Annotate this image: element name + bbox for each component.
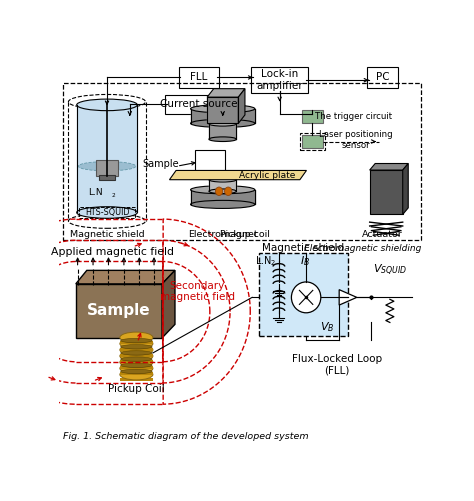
Text: Applied magnetic field: Applied magnetic field <box>51 247 174 257</box>
Text: Acrylic plate: Acrylic plate <box>238 170 295 179</box>
Text: Laser positioning
sensor: Laser positioning sensor <box>319 130 393 150</box>
FancyBboxPatch shape <box>120 360 153 363</box>
Polygon shape <box>76 284 162 338</box>
Ellipse shape <box>77 207 137 218</box>
Polygon shape <box>169 170 307 180</box>
Text: Pickup Coil: Pickup Coil <box>108 384 165 394</box>
Ellipse shape <box>120 351 153 361</box>
Text: Magnetic shield: Magnetic shield <box>70 230 144 239</box>
FancyBboxPatch shape <box>367 68 398 88</box>
Text: Sample: Sample <box>142 159 179 169</box>
Polygon shape <box>339 290 357 305</box>
Ellipse shape <box>225 187 232 195</box>
Ellipse shape <box>209 189 237 193</box>
Text: Fig. 1. Schematic diagram of the developed system: Fig. 1. Schematic diagram of the develop… <box>63 432 309 441</box>
Polygon shape <box>207 89 245 97</box>
Text: FLL: FLL <box>190 73 208 83</box>
FancyBboxPatch shape <box>120 366 153 369</box>
Text: L.N$_2$: L.N$_2$ <box>255 255 276 269</box>
Text: Electromagnet: Electromagnet <box>188 230 257 239</box>
Text: $I_B$: $I_B$ <box>300 255 310 269</box>
Text: The trigger circuit: The trigger circuit <box>315 112 392 121</box>
Ellipse shape <box>191 200 255 208</box>
Text: Sample: Sample <box>87 304 151 318</box>
FancyBboxPatch shape <box>301 135 323 148</box>
Ellipse shape <box>121 369 152 374</box>
Text: Current source: Current source <box>160 100 237 110</box>
Text: PC: PC <box>376 73 389 83</box>
Ellipse shape <box>120 363 153 374</box>
Ellipse shape <box>209 177 237 182</box>
FancyBboxPatch shape <box>370 170 403 214</box>
FancyBboxPatch shape <box>120 372 153 375</box>
FancyBboxPatch shape <box>301 110 323 123</box>
FancyBboxPatch shape <box>96 160 118 176</box>
Ellipse shape <box>120 344 153 355</box>
Ellipse shape <box>292 282 321 313</box>
FancyBboxPatch shape <box>195 150 225 173</box>
Ellipse shape <box>191 119 255 127</box>
FancyBboxPatch shape <box>251 68 308 93</box>
FancyBboxPatch shape <box>120 354 153 357</box>
Ellipse shape <box>120 357 153 368</box>
FancyBboxPatch shape <box>99 175 115 180</box>
Ellipse shape <box>209 137 237 141</box>
Text: Lock-in
amplifier: Lock-in amplifier <box>256 69 303 91</box>
Text: Actuator: Actuator <box>362 230 403 239</box>
Ellipse shape <box>121 351 152 355</box>
FancyBboxPatch shape <box>259 253 347 336</box>
Text: $_2$: $_2$ <box>110 191 116 199</box>
Ellipse shape <box>120 369 153 380</box>
Polygon shape <box>76 271 175 284</box>
Ellipse shape <box>215 187 223 195</box>
FancyBboxPatch shape <box>120 378 153 381</box>
Polygon shape <box>370 163 408 170</box>
Ellipse shape <box>121 338 152 343</box>
Text: Secondary
magnetic field: Secondary magnetic field <box>160 281 235 303</box>
Ellipse shape <box>191 105 255 113</box>
FancyBboxPatch shape <box>179 68 219 88</box>
Polygon shape <box>162 271 175 338</box>
Text: L.N: L.N <box>88 188 102 197</box>
FancyBboxPatch shape <box>120 348 153 351</box>
Text: Magnetic shield: Magnetic shield <box>263 242 345 253</box>
Ellipse shape <box>78 162 136 171</box>
Ellipse shape <box>191 186 255 194</box>
Text: Electromagnetic shielding: Electromagnetic shielding <box>304 244 421 253</box>
Polygon shape <box>238 89 245 123</box>
Ellipse shape <box>77 99 137 111</box>
Text: HTS-SQUID: HTS-SQUID <box>85 208 129 217</box>
Ellipse shape <box>121 363 152 367</box>
Ellipse shape <box>121 357 152 361</box>
Text: $V_B$: $V_B$ <box>320 320 335 334</box>
Polygon shape <box>403 163 408 214</box>
Ellipse shape <box>121 345 152 349</box>
Ellipse shape <box>120 338 153 349</box>
Text: Flux-Locked Loop
(FLL): Flux-Locked Loop (FLL) <box>292 354 382 376</box>
FancyBboxPatch shape <box>120 341 153 344</box>
FancyBboxPatch shape <box>165 95 233 114</box>
Text: Pickup coil: Pickup coil <box>220 230 270 239</box>
Text: $V_{SQUID}$: $V_{SQUID}$ <box>373 263 407 278</box>
Ellipse shape <box>209 121 237 126</box>
Ellipse shape <box>120 332 153 343</box>
